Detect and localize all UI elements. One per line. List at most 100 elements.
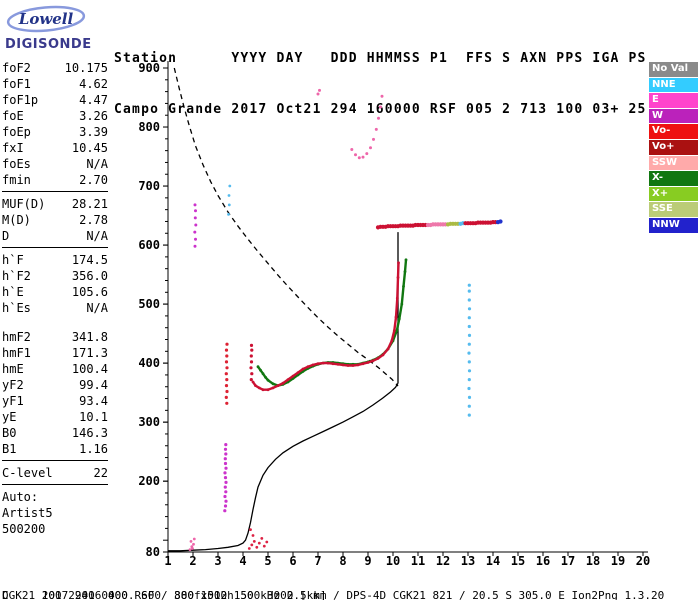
x-trace-green	[256, 258, 408, 387]
param-label: D	[2, 229, 10, 243]
x-tick-label: 4	[239, 554, 246, 568]
x-tick-label: 18	[586, 554, 600, 568]
x-tick-label: 13	[461, 554, 475, 568]
param-he: h`E 105.6	[2, 284, 108, 300]
legend-item-x-: X-	[649, 171, 698, 186]
spread-f-line-pink	[425, 222, 448, 228]
param-label: h`E	[2, 285, 24, 299]
param-value: 146.3	[71, 426, 108, 440]
x-tick-label: 1	[164, 554, 171, 568]
parameter-panel: foF2 10.175 foF1 4.62 foF1p 4.47 foE 3.26 foEp 3.…	[2, 60, 108, 537]
param-label: C-level	[2, 466, 53, 480]
param-value: 100.4	[71, 362, 108, 376]
f-region-spread-red	[224, 342, 229, 405]
muf-distance-table: D 100 200 400 600 800 1000 1500 3000 [km…	[2, 566, 333, 600]
param-hf: h`F 174.5	[2, 252, 108, 268]
parameter-group: foF2 10.175 foF1 4.62 foF1p 4.47 foE 3.26 foEp 3.…	[2, 60, 108, 192]
o-trace-start-spread	[249, 343, 254, 382]
file-info-footer: CGK21_2017294160000.RSF / 380fx512h 50 k…	[2, 589, 665, 600]
x-tick-label: 17	[561, 554, 575, 568]
param-foe: foE 3.26	[2, 108, 108, 124]
header-station-line: Campo Grande 2017 Oct21 294 160000 RSF 0…	[114, 102, 647, 117]
param-label: h`F2	[2, 269, 31, 283]
param-value: 93.4	[79, 394, 108, 408]
e-region-spread-magenta	[223, 443, 228, 513]
param-value: 99.4	[79, 378, 108, 392]
x-tick-label: 5	[264, 554, 271, 568]
param-value: 22	[93, 466, 108, 480]
param-label: B0	[2, 426, 17, 440]
param-fof1: foF1 4.62	[2, 76, 108, 92]
x-tick-label: 7	[314, 554, 321, 568]
y-tick-label: 600	[138, 238, 160, 252]
parameter-group: h`F 174.5 h`F2 356.0 h`E 105.6 h`Es N/A	[2, 252, 108, 316]
param-value: 4.62	[79, 77, 108, 91]
param-value: 10.45	[71, 141, 108, 155]
legend-item-sse: SSE	[649, 202, 698, 217]
x-tick-label: 15	[511, 554, 525, 568]
misc-cyan-3mhz	[227, 184, 232, 216]
legend-item-noval: No Val	[649, 62, 698, 77]
param-clevel: C-level 22	[2, 465, 108, 481]
x-tick-label: 10	[386, 554, 400, 568]
param-ye: yE 10.1	[2, 409, 108, 425]
param-label: foEp	[2, 125, 31, 139]
param-value: 356.0	[71, 269, 108, 283]
logo-graphic: Lowell DIGISONDE	[5, 5, 91, 52]
x-tick-label: 6	[289, 554, 296, 568]
parameter-group: hmF2 341.8 hmF1 171.3 hmE 100.4 yF2 99.4 yF1 93.4…	[2, 329, 108, 461]
parameter-group: MUF(D) 28.21 M(D) 2.78 D N/A	[2, 196, 108, 248]
y-tick-label: 300	[138, 415, 160, 429]
y-tick-label: 80	[146, 545, 160, 559]
autoscaling-info: Auto:	[2, 490, 39, 504]
true-height-profile	[168, 382, 399, 552]
param-value: 3.39	[79, 125, 108, 139]
param-label: B1	[2, 442, 17, 456]
y-tick-label: 700	[138, 179, 160, 193]
x-tick-label: 11	[411, 554, 425, 568]
spread-f-line-red-a	[375, 222, 428, 230]
param-hmf2: hmF2 341.8	[2, 329, 108, 345]
autoscaling-info: 500200	[2, 522, 46, 536]
spread-f-line-nnw	[495, 219, 503, 225]
x-tick-label: 3	[214, 554, 221, 568]
legend-item-nnw: NNW	[649, 217, 698, 233]
legend-item-nne: NNE	[649, 77, 698, 93]
param-label: h`F	[2, 253, 24, 267]
param-label: yF2	[2, 378, 24, 392]
param-value: N/A	[86, 301, 108, 315]
legend-item-e: E	[649, 93, 698, 108]
spread-f-line-sse	[445, 221, 461, 227]
x-tick-label: 2	[189, 554, 196, 568]
param-label: foF1p	[2, 93, 39, 107]
param-yf1: yF1 93.4	[2, 393, 108, 409]
distance-row: D 100 200 400 600 800 1000 1500 3000 [km…	[2, 589, 327, 600]
param-b0: B0 146.3	[2, 425, 108, 441]
bottom-mid-red-specks	[247, 528, 269, 550]
param-label: foE	[2, 109, 24, 123]
param-value: N/A	[86, 229, 108, 243]
autoscaling-info: Artist5	[2, 506, 53, 520]
param-fmin: fmin 2.70	[2, 172, 108, 188]
param-label: fmin	[2, 173, 31, 187]
legend-item-ssw: SSW	[649, 155, 698, 171]
param-value: 3.26	[79, 109, 108, 123]
param-d: D N/A	[2, 228, 108, 244]
param-value: 174.5	[71, 253, 108, 267]
topside-pink-arc	[316, 88, 384, 160]
param-label: hmF1	[2, 346, 31, 360]
param-value: 2.70	[79, 173, 108, 187]
param-hmf1: hmF1 171.3	[2, 345, 108, 361]
param-value: 171.3	[71, 346, 108, 360]
x-tick-label: 12	[436, 554, 450, 568]
y-tick-label: 200	[138, 474, 160, 488]
param-yf2: yF2 99.4	[2, 377, 108, 393]
param-hf2: h`F2 356.0	[2, 268, 108, 284]
param-label: yF1	[2, 394, 24, 408]
header-columns-line: Station YYYY DAY DDD HHMMSS P1 FFS S AXN…	[114, 51, 647, 66]
x-tick-label: 19	[611, 554, 625, 568]
topside-model-profile	[173, 67, 399, 387]
param-value: 1.16	[79, 442, 108, 456]
param-label: hmF2	[2, 330, 31, 344]
